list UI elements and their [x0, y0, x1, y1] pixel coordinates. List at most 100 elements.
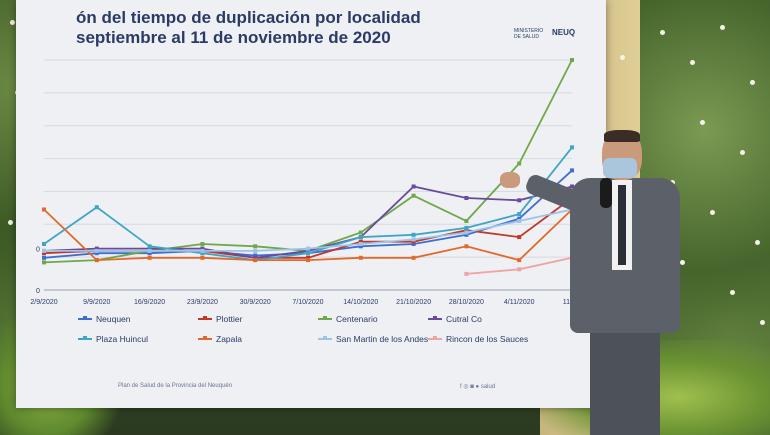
- legend-item: Plaza Huincul: [78, 334, 148, 344]
- projection-screen: ón del tiempo de duplicación por localid…: [16, 0, 606, 408]
- x-tick-label: 16/9/2020: [134, 299, 165, 306]
- data-point: [517, 258, 522, 263]
- data-point: [464, 228, 469, 233]
- data-point: [517, 198, 522, 203]
- flower: [720, 25, 725, 30]
- data-point: [411, 184, 416, 189]
- data-point: [306, 258, 310, 263]
- slide-title: ón del tiempo de duplicación por localid…: [76, 8, 436, 48]
- flower: [755, 240, 760, 245]
- flower: [690, 60, 695, 65]
- data-point: [464, 230, 469, 235]
- data-point: [42, 255, 46, 260]
- data-point: [94, 248, 99, 253]
- flower: [740, 150, 745, 155]
- legend-swatch: [198, 316, 212, 320]
- legend-item: Rincon de los Sauces: [428, 334, 528, 344]
- legend-label: Plottier: [216, 314, 243, 324]
- legend-label: Centenario: [336, 314, 378, 324]
- flower: [700, 120, 705, 125]
- data-point: [358, 235, 363, 240]
- data-point: [253, 244, 258, 249]
- ministry-label: MINISTERIO DE SALUD: [514, 28, 544, 40]
- data-point: [200, 255, 205, 260]
- data-point: [306, 251, 310, 256]
- data-point: [306, 246, 310, 251]
- data-point: [464, 244, 469, 249]
- legend-swatch: [428, 336, 442, 340]
- legend-label: Rincon de los Sauces: [446, 334, 529, 344]
- data-point: [464, 271, 469, 276]
- data-point: [411, 237, 416, 242]
- data-point: [94, 251, 99, 256]
- flower: [750, 80, 755, 85]
- data-point: [464, 225, 469, 230]
- flower: [710, 210, 715, 215]
- legend-item: San Martin de los Andes: [318, 334, 428, 344]
- legend-swatch: [78, 316, 92, 320]
- legend-label: Neuquen: [96, 314, 131, 324]
- data-point: [147, 248, 152, 253]
- data-point: [42, 260, 46, 265]
- legend-swatch: [318, 336, 332, 340]
- data-point: [253, 258, 258, 263]
- x-tick-label: 23/9/2020: [187, 299, 218, 306]
- data-point: [411, 239, 416, 244]
- data-point: [517, 212, 522, 217]
- social-icons: f ◎ ◙ ● salud: [460, 384, 496, 390]
- microphone: [600, 178, 612, 208]
- x-tick-label: 7/10/2020: [292, 299, 323, 306]
- slide-title-line2: septiembre al 11 de noviembre de 2020: [76, 28, 391, 47]
- legend-label: Zapala: [216, 334, 242, 344]
- y-tick-label: 0: [36, 247, 40, 254]
- data-point: [517, 216, 522, 221]
- data-point: [358, 255, 363, 260]
- data-point: [200, 251, 205, 256]
- legend-item: Centenario: [318, 314, 378, 324]
- flower: [10, 20, 15, 25]
- x-tick-label: 21/10/2020: [396, 299, 431, 306]
- data-point: [464, 219, 469, 223]
- data-point: [147, 255, 152, 260]
- data-point: [517, 267, 522, 272]
- flower: [8, 220, 13, 225]
- data-point: [517, 161, 522, 166]
- flower: [730, 290, 735, 295]
- legend-item: Zapala: [198, 334, 242, 344]
- data-point: [42, 207, 46, 212]
- x-tick-label: 30/9/2020: [240, 299, 271, 306]
- data-point: [517, 235, 522, 240]
- data-point: [200, 246, 205, 251]
- data-point: [253, 248, 258, 253]
- speaker-legs: [590, 330, 660, 435]
- flower: [760, 320, 765, 325]
- data-point: [411, 232, 416, 237]
- legend-label: Cutral Co: [446, 314, 482, 324]
- series-line: [44, 208, 573, 252]
- flower: [680, 260, 685, 265]
- data-point: [200, 242, 205, 246]
- speaker: [500, 130, 690, 435]
- series-line: [43, 59, 573, 264]
- data-point: [306, 255, 310, 260]
- slide-title-line1: ón del tiempo de duplicación por localid…: [76, 8, 421, 27]
- data-point: [147, 246, 152, 251]
- flower: [620, 55, 625, 60]
- line-chart: 2/9/2020 9/9/2020 16/9/2020 23/9/2020 30/9/2…: [30, 58, 581, 306]
- data-point: [253, 253, 258, 258]
- data-point: [464, 232, 469, 237]
- slide-footer: Plan de Salud de la Provincia del Neuqué…: [118, 383, 233, 389]
- data-point: [570, 145, 574, 150]
- data-point: [147, 244, 152, 249]
- data-point: [94, 205, 99, 210]
- speaker-hand: [500, 172, 520, 188]
- y-tick-label: 0: [36, 288, 40, 295]
- neuquen-logo: NEUQ: [552, 28, 576, 37]
- legend-item: Cutral Co: [428, 314, 482, 324]
- data-point: [464, 196, 469, 200]
- legend-label: San Martin de los Andes: [336, 334, 429, 344]
- data-point: [358, 239, 363, 244]
- data-point: [411, 242, 416, 246]
- speaker-tie: [618, 185, 626, 265]
